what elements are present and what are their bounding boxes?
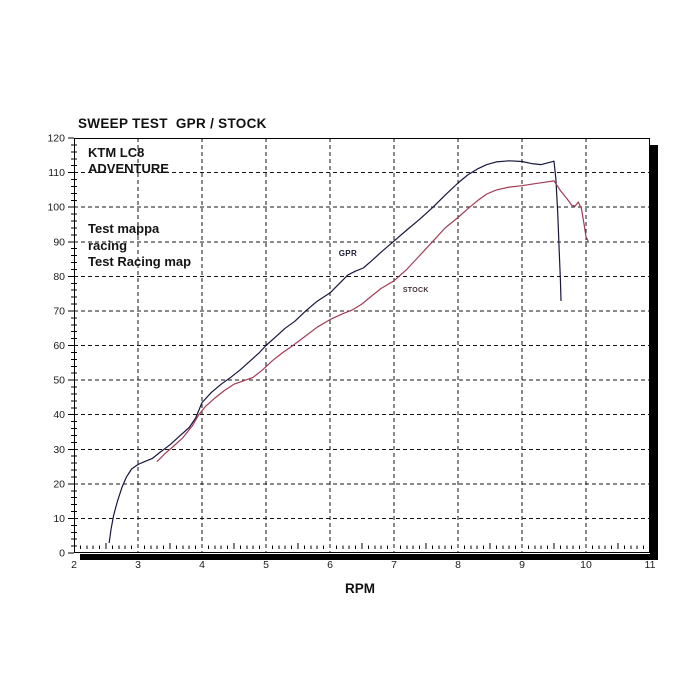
right-edge-thick-bar [650, 145, 658, 560]
test-note-line2: racing [88, 237, 128, 253]
x-axis-thick-bar [80, 554, 658, 560]
y-tick-label: 70 [53, 305, 65, 317]
y-tick-label: 110 [48, 167, 65, 179]
plot-border [74, 138, 650, 553]
y-tick-label: 50 [53, 375, 65, 387]
y-tick-label: 20 [53, 478, 65, 490]
y-tick-label: 0 [59, 548, 65, 560]
stock-curve [156, 180, 589, 462]
bike-model-annotation: KTM LC8 ADVENTURE [88, 145, 169, 177]
y-tick-label: 30 [53, 444, 65, 456]
y-tick-label: 80 [53, 271, 65, 283]
y-tick-label: 40 [53, 409, 65, 421]
sweep-test-chart: 2 3 4 5 6 7 8 9 10 110102030405060708090100110120… [47, 133, 655, 572]
x-tick-label: 2 [71, 559, 77, 571]
x-tick-label: 5 [263, 559, 269, 571]
y-tick-label: 90 [53, 236, 65, 248]
test-note-line3: Test Racing map [88, 254, 192, 269]
gpr-curve [108, 160, 562, 544]
stock-series-label: STOCK [403, 287, 429, 294]
test-note-annotation: Test mappa racing Test Racing map [88, 221, 191, 271]
bike-model-line2: ADVENTURE [88, 161, 169, 176]
test-note-line1: Test mappa [88, 221, 160, 236]
y-tick-label: 100 [47, 202, 65, 214]
x-tick-label: 3 [135, 559, 141, 571]
y-tick-label: 60 [53, 340, 65, 352]
x-tick-label: 11 [645, 559, 656, 571]
x-tick-label: 6 [327, 559, 333, 571]
chart-title: SWEEP TEST GPR / STOCK [78, 116, 267, 131]
plot-area: 2 3 4 5 6 7 8 9 10 11 0 10 20 30 40 50 60 70 80 90 100 110 120… [47, 133, 655, 572]
y-tick-label: 120 [47, 133, 65, 145]
x-tick-label: 7 [391, 559, 397, 571]
bike-model-line1: KTM LC8 [88, 145, 145, 160]
gpr-series-label: GPR [339, 249, 357, 258]
y-tick-label: 10 [53, 513, 65, 525]
x-tick-label: 8 [455, 559, 461, 571]
x-tick-label: 9 [519, 559, 525, 571]
x-axis-label: RPM [345, 581, 375, 596]
x-tick-label: 10 [580, 559, 592, 571]
x-tick-label: 4 [199, 559, 205, 571]
